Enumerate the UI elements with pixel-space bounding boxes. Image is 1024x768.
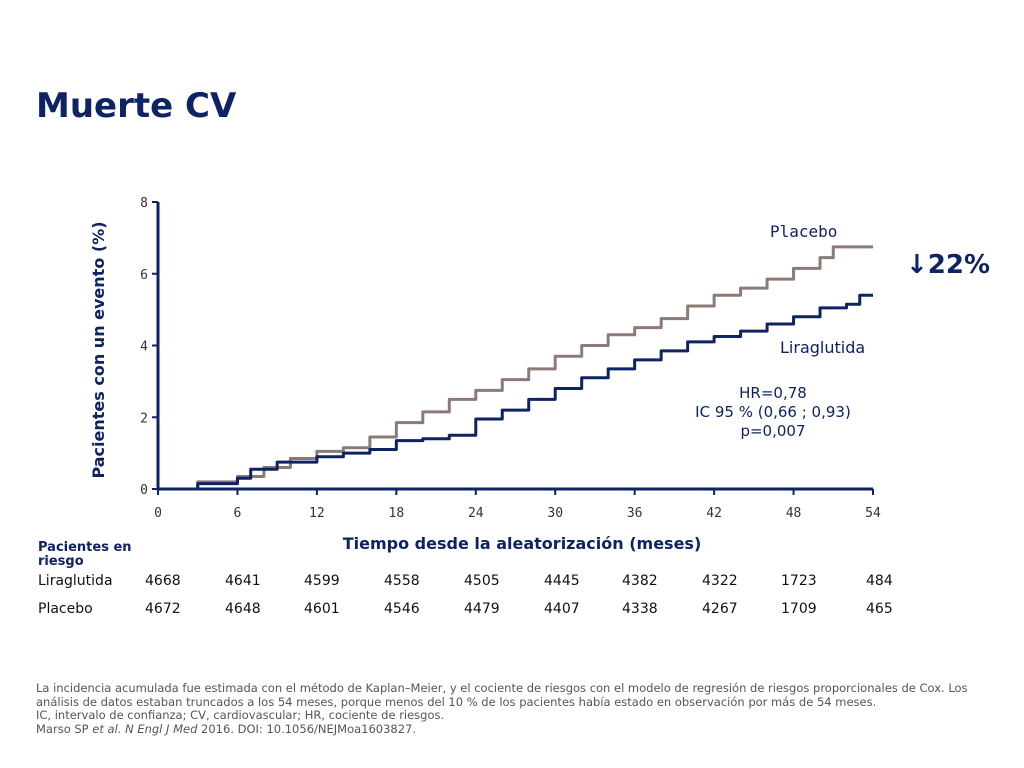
y-tick-label: 0 bbox=[140, 483, 148, 498]
y-tick-label: 4 bbox=[140, 340, 148, 355]
risk-cell: 4505 bbox=[464, 573, 500, 589]
chart-series bbox=[158, 245, 873, 491]
x-tick-label: 36 bbox=[627, 506, 643, 521]
y-tick-label: 6 bbox=[140, 268, 148, 283]
liraglutide-series-label: Liraglutida bbox=[780, 338, 865, 357]
reference-authors: Marso SP bbox=[36, 721, 93, 736]
x-axis-label: Tiempo desde la aleatorización (meses) bbox=[343, 534, 702, 553]
risk-cell: 4601 bbox=[304, 601, 340, 617]
hazard-ratio-box: HR=0,78 IC 95 % (0,66 ; 0,93) p=0,007 bbox=[660, 384, 886, 441]
risk-reduction-value: 22% bbox=[927, 250, 991, 280]
risk-cell: 4382 bbox=[622, 573, 658, 589]
series-line-liraglutida bbox=[158, 293, 873, 491]
risk-reduction-badge: ↓22% bbox=[906, 250, 990, 280]
y-tick-label: 2 bbox=[140, 411, 148, 426]
risk-cell: 4407 bbox=[544, 601, 580, 617]
risk-cell: 4479 bbox=[464, 601, 500, 617]
x-tick-label: 24 bbox=[468, 506, 484, 521]
risk-row-label: Placebo bbox=[38, 601, 93, 617]
down-arrow-icon: ↓ bbox=[906, 250, 928, 280]
risk-cell: 4668 bbox=[145, 573, 181, 589]
x-tick-label: 30 bbox=[547, 506, 563, 521]
risk-cell: 4672 bbox=[145, 601, 181, 617]
y-axis-label: Pacientes con un evento (%) bbox=[89, 221, 108, 478]
risk-cell: 484 bbox=[866, 573, 893, 589]
reference-journal: et al. N Engl J Med bbox=[92, 721, 198, 736]
risk-cell: 465 bbox=[866, 601, 893, 617]
footnote-reference: Marso SP et al. N Engl J Med 2016. DOI: … bbox=[36, 721, 986, 737]
risk-cell: 4267 bbox=[702, 601, 738, 617]
risk-row-liraglutide: Liraglutida 4668 4641 4599 4558 4505 444… bbox=[0, 573, 1024, 593]
placebo-series-label: Placebo bbox=[770, 222, 837, 241]
footnote-method: La incidencia acumulada fue estimada con… bbox=[36, 681, 968, 709]
reference-doi: 2016. DOI: 10.1056/NEJMoa1603827. bbox=[197, 721, 417, 736]
x-tick-label: 12 bbox=[309, 506, 325, 521]
footnote: La incidencia acumulada fue estimada con… bbox=[36, 681, 986, 737]
risk-table-title: Pacientes en riesgo bbox=[38, 540, 132, 569]
risk-cell: 4322 bbox=[702, 573, 738, 589]
x-tick-label: 54 bbox=[865, 506, 881, 521]
risk-cell: 4599 bbox=[304, 573, 340, 589]
hr-value: HR=0,78 bbox=[739, 384, 807, 402]
p-value: p=0,007 bbox=[740, 422, 806, 440]
x-tick-label: 18 bbox=[389, 506, 405, 521]
footnote-abbreviations: IC, intervalo de confianza; CV, cardiova… bbox=[36, 708, 445, 722]
risk-row-placebo: Placebo 4672 4648 4601 4546 4479 4407 43… bbox=[0, 601, 1024, 621]
risk-row-label: Liraglutida bbox=[38, 573, 113, 589]
chart-axes bbox=[156, 202, 873, 491]
page-title: Muerte CV bbox=[36, 86, 237, 126]
x-tick-label: 6 bbox=[234, 506, 242, 521]
y-tick-label: 8 bbox=[140, 196, 148, 211]
ci-value: IC 95 % (0,66 ; 0,93) bbox=[695, 403, 851, 421]
risk-cell: 4445 bbox=[544, 573, 580, 589]
risk-cell: 1723 bbox=[781, 573, 817, 589]
risk-cell: 1709 bbox=[781, 601, 817, 617]
risk-cell: 4648 bbox=[225, 601, 261, 617]
risk-cell: 4641 bbox=[225, 573, 261, 589]
series-line-placebo bbox=[158, 245, 873, 491]
risk-cell: 4558 bbox=[384, 573, 420, 589]
risk-cell: 4338 bbox=[622, 601, 658, 617]
x-tick-label: 42 bbox=[706, 506, 722, 521]
risk-cell: 4546 bbox=[384, 601, 420, 617]
x-tick-label: 48 bbox=[786, 506, 802, 521]
x-tick-label: 0 bbox=[154, 506, 162, 521]
